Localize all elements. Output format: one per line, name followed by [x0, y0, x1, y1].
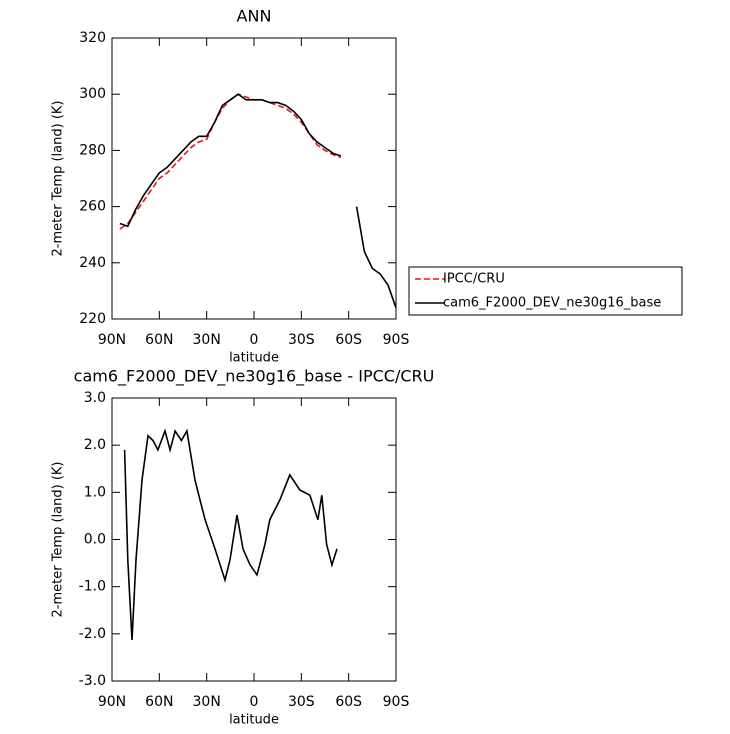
- y-axis-label: 2-meter Temp (land) (K): [51, 462, 66, 618]
- legend-label: cam6_F2000_DEV_ne30g16_base: [443, 296, 661, 311]
- y-tick-label: 1.0: [84, 484, 106, 500]
- y-tick-label: -1.0: [79, 579, 106, 595]
- y-tick-label: 3.0: [84, 390, 106, 406]
- y-tick-label: 2.0: [84, 437, 106, 453]
- x-axis-label: latitude: [229, 713, 279, 728]
- y-tick-label: 320: [79, 30, 106, 46]
- x-tick-label: 90S: [383, 332, 410, 348]
- y-axis-label: 2-meter Temp (land) (K): [51, 101, 66, 257]
- x-tick-label: 30N: [193, 694, 221, 710]
- plot-frame: [111, 37, 397, 320]
- x-tick-label: 60N: [145, 332, 173, 348]
- y-tick-label: 220: [79, 311, 106, 327]
- chart-title: cam6_F2000_DEV_ne30g16_base - IPCC/CRU: [74, 367, 435, 387]
- legend-box: [408, 266, 683, 316]
- x-tick-label: 0: [250, 332, 259, 348]
- x-tick-label: 30S: [288, 332, 315, 348]
- y-tick-label: 260: [79, 199, 106, 215]
- y-tick-label: -2.0: [79, 626, 106, 642]
- data-line: [355, 206, 397, 309]
- data-line: [123, 428, 338, 641]
- y-tick-label: -3.0: [79, 673, 106, 689]
- data-line: [119, 93, 342, 230]
- y-tick-label: 280: [79, 142, 106, 158]
- x-tick-label: 60N: [145, 694, 173, 710]
- x-tick-label: 60S: [335, 332, 362, 348]
- x-axis-label: latitude: [229, 351, 279, 366]
- x-tick-label: 90N: [98, 694, 126, 710]
- x-tick-label: 0: [250, 694, 259, 710]
- y-tick-label: 300: [79, 86, 106, 102]
- data-line: [119, 93, 342, 228]
- x-tick-label: 30S: [288, 694, 315, 710]
- plot-frame: [111, 397, 397, 682]
- x-tick-label: 90N: [98, 332, 126, 348]
- chart-title: ANN: [237, 7, 272, 26]
- x-tick-label: 60S: [335, 694, 362, 710]
- x-tick-label: 30N: [193, 332, 221, 348]
- legend-label: IPCC/CRU: [443, 272, 505, 287]
- x-tick-label: 90S: [383, 694, 410, 710]
- y-tick-label: 0.0: [84, 532, 106, 548]
- y-tick-label: 240: [79, 255, 106, 271]
